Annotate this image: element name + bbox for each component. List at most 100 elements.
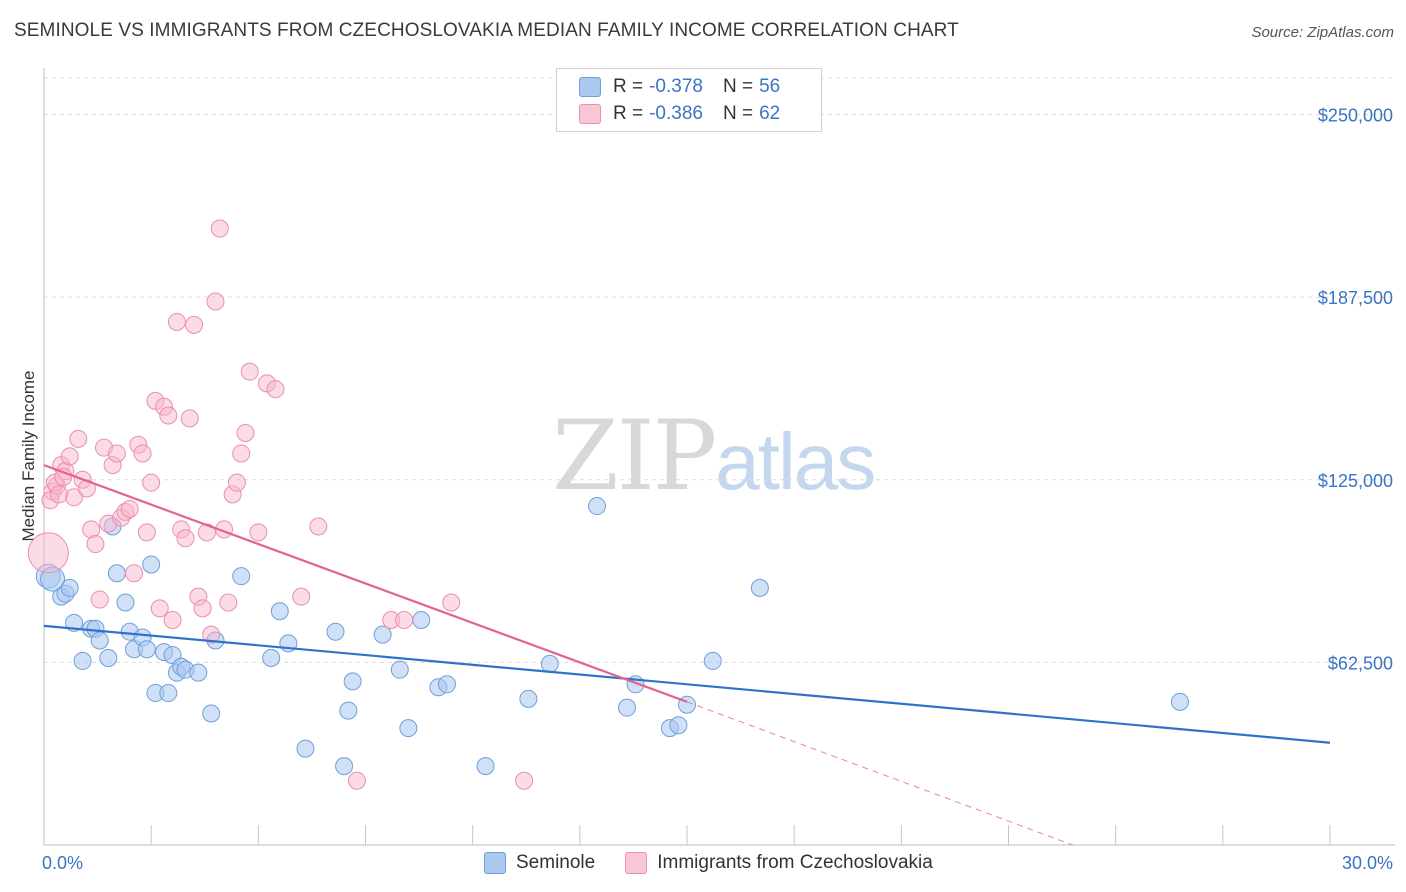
czech-point [107, 444, 126, 463]
y-axis-label: Median Family Income [19, 370, 38, 541]
watermark: ZIPatlas [552, 400, 876, 512]
seminole-point [189, 663, 208, 682]
seminole-point [750, 578, 769, 597]
czech-point [125, 564, 144, 583]
seminole-point [296, 739, 315, 758]
seminole-point [270, 602, 289, 621]
r-label: R = [613, 103, 644, 124]
stats-legend-row-czech: R = -0.386 N = 62 [579, 101, 780, 127]
czech-point [210, 219, 229, 238]
x-tick-label: 0.0% [42, 853, 83, 873]
watermark-zip: ZIP [552, 400, 717, 512]
seminole-point [142, 555, 161, 574]
czech-point [515, 771, 534, 790]
czech-point [142, 473, 161, 492]
seminole-point [99, 648, 118, 667]
czech-point [69, 429, 88, 448]
seminole-swatch [579, 77, 601, 97]
stats-legend: R = -0.378 N = 56 R = -0.386 N = 62 [556, 68, 822, 132]
y-tick-label: $125,000 [1318, 471, 1393, 491]
czech-point [236, 424, 255, 443]
seminole-point [343, 672, 362, 691]
seminole-trend-line [43, 624, 1331, 744]
seminole-point [159, 684, 178, 703]
czech-swatch [579, 104, 601, 124]
seminole-point [262, 648, 281, 667]
czech-point [232, 444, 251, 463]
seminole-point [339, 701, 358, 720]
r-value: -0.386 [649, 103, 703, 124]
czech-point [266, 380, 285, 399]
stats-legend-row-seminole: R = -0.378 N = 56 [579, 74, 780, 100]
seminole-point [669, 716, 688, 735]
czech-point [197, 523, 216, 542]
seminole-point [519, 689, 538, 708]
czech-point [159, 406, 178, 425]
czech-point [202, 625, 221, 644]
r-value: -0.378 [649, 76, 703, 97]
chart-source: Source: ZipAtlas.com [1251, 24, 1394, 41]
seminole-swatch [484, 852, 506, 874]
seminole-point [73, 651, 92, 670]
x-tick-label: 30.0% [1342, 853, 1393, 873]
n-value: 56 [759, 76, 781, 97]
czech-point [27, 532, 69, 574]
czech-point [150, 599, 169, 618]
y-tick-label: $187,500 [1318, 288, 1393, 308]
czech-point [176, 529, 195, 548]
y-tick-label: $62,500 [1328, 653, 1393, 673]
czech-trend-extension [686, 701, 1073, 846]
seminole-point [412, 611, 431, 630]
seminole-point [326, 622, 345, 641]
czech-point [86, 535, 105, 554]
legend-label-czech: Immigrants from Czechoslovakia [657, 852, 933, 873]
seminole-point [587, 497, 606, 516]
n-label: N = [722, 76, 754, 97]
czech-point [137, 523, 156, 542]
series-legend: Seminole Immigrants from Czechoslovakia [484, 852, 963, 874]
czech-point [292, 587, 311, 606]
seminole-point [116, 593, 135, 612]
czech-point [309, 517, 328, 536]
seminole-point [107, 564, 126, 583]
czech-swatch [625, 852, 648, 874]
czech-point [227, 473, 246, 492]
czech-point [60, 447, 79, 466]
seminole-point [60, 578, 79, 597]
seminole-point [617, 698, 636, 717]
czech-point [90, 590, 109, 609]
seminole-point [335, 757, 354, 776]
seminole-point [540, 654, 559, 673]
watermark-atlas: atlas [715, 417, 876, 506]
czech-trend-line [43, 464, 688, 703]
czech-point [193, 599, 212, 618]
czech-point [167, 312, 186, 331]
czech-point [206, 292, 225, 311]
seminole-point [137, 640, 156, 659]
czech-point [395, 611, 414, 630]
seminole-point [1170, 692, 1189, 711]
legend-label-seminole: Seminole [516, 852, 596, 873]
n-value: 62 [759, 103, 781, 124]
czech-point [347, 771, 366, 790]
seminole-point [437, 675, 456, 694]
chart-title: SEMINOLE VS IMMIGRANTS FROM CZECHOSLOVAK… [14, 20, 959, 41]
czech-point [50, 485, 69, 504]
seminole-point [202, 704, 221, 723]
seminole-point [90, 631, 109, 650]
r-label: R = [613, 76, 644, 97]
legend-item-czech[interactable]: Immigrants from Czechoslovakia [625, 852, 933, 874]
czech-point [54, 467, 73, 486]
seminole-point [373, 625, 392, 644]
seminole-point [390, 660, 409, 679]
czech-point [249, 523, 268, 542]
czech-point [120, 499, 139, 518]
czech-point [240, 362, 259, 381]
n-label: N = [722, 103, 754, 124]
legend-item-seminole[interactable]: Seminole [484, 852, 595, 874]
seminole-point [476, 757, 495, 776]
czech-point [180, 409, 199, 428]
seminole-point [232, 567, 251, 586]
czech-point [442, 593, 461, 612]
